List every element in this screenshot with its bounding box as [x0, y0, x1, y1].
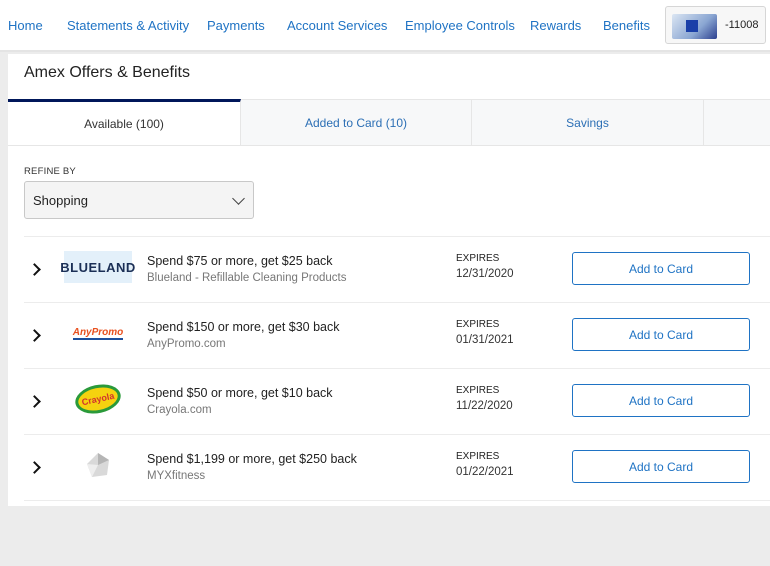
crayola-logo: Crayola: [64, 380, 132, 418]
add-to-card-button[interactable]: Add to Card: [572, 450, 750, 483]
nav-employee-controls[interactable]: Employee Controls: [405, 18, 515, 33]
top-nav: Home Statements & Activity Payments Acco…: [0, 0, 770, 52]
nav-benefits[interactable]: Benefits: [603, 18, 650, 33]
offer-title: Spend $1,199 or more, get $250 back: [147, 452, 357, 466]
expires-label: EXPIRES: [456, 319, 500, 330]
chevron-right-icon[interactable]: [28, 461, 41, 474]
chevron-right-icon[interactable]: [28, 395, 41, 408]
chevron-right-icon[interactable]: [28, 263, 41, 276]
tab-available[interactable]: Available (100): [8, 99, 241, 145]
nav-rewards[interactable]: Rewards: [530, 18, 582, 33]
offers-panel: Amex Offers & Benefits Available (100) A…: [8, 54, 770, 506]
merchant-name: Crayola.com: [147, 404, 212, 416]
chevron-right-icon[interactable]: [28, 329, 41, 342]
nav-account-services[interactable]: Account Services: [287, 18, 388, 33]
offer-row: BLUELAND Spend $75 or more, get $25 back…: [24, 236, 770, 302]
page-title: Amex Offers & Benefits: [24, 64, 190, 81]
expires-date: 01/22/2021: [456, 466, 514, 478]
tab-savings[interactable]: Savings: [472, 100, 704, 146]
offer-row: Spend $1,199 or more, get $250 back MYXf…: [24, 434, 770, 500]
myx-logo: [64, 449, 132, 481]
offer-title: Spend $150 or more, get $30 back: [147, 320, 340, 334]
nav-statements-activity[interactable]: Statements & Activity: [67, 18, 190, 33]
chevron-down-icon: [232, 192, 245, 205]
expires-date: 11/22/2020: [456, 400, 513, 412]
blueland-logo: BLUELAND: [60, 251, 135, 283]
nav-payments[interactable]: Payments: [207, 18, 265, 33]
refine-label: REFINE BY: [24, 166, 76, 177]
tab-added-to-card[interactable]: Added to Card (10): [241, 100, 472, 146]
expires-label: EXPIRES: [456, 385, 500, 396]
offer-title: Spend $75 or more, get $25 back: [147, 254, 333, 268]
expires-date: 12/31/2020: [456, 268, 514, 280]
tabs: Available (100) Added to Card (10) Savin…: [8, 99, 770, 146]
anypromo-logo: AnyPromo: [72, 326, 124, 340]
add-to-card-button[interactable]: Add to Card: [572, 318, 750, 351]
expires-date: 01/31/2021: [456, 334, 514, 346]
card-selector[interactable]: -11008: [665, 6, 766, 44]
merchant-name: Blueland - Refillable Cleaning Products: [147, 272, 347, 284]
nav-home[interactable]: Home: [8, 18, 43, 33]
expires-label: EXPIRES: [456, 451, 500, 462]
row-divider: [24, 500, 770, 566]
merchant-name: AnyPromo.com: [147, 338, 226, 350]
card-number: -11008: [725, 19, 759, 31]
card-image: [672, 14, 717, 39]
refine-value: Shopping: [33, 193, 88, 208]
merchant-name: MYXfitness: [147, 470, 206, 482]
offer-title: Spend $50 or more, get $10 back: [147, 386, 333, 400]
refine-select[interactable]: Shopping: [24, 181, 254, 219]
add-to-card-button[interactable]: Add to Card: [572, 252, 750, 285]
add-to-card-button[interactable]: Add to Card: [572, 384, 750, 417]
offer-row: Crayola Spend $50 or more, get $10 back …: [24, 368, 770, 434]
expires-label: EXPIRES: [456, 253, 500, 264]
offer-row: AnyPromo Spend $150 or more, get $30 bac…: [24, 302, 770, 368]
